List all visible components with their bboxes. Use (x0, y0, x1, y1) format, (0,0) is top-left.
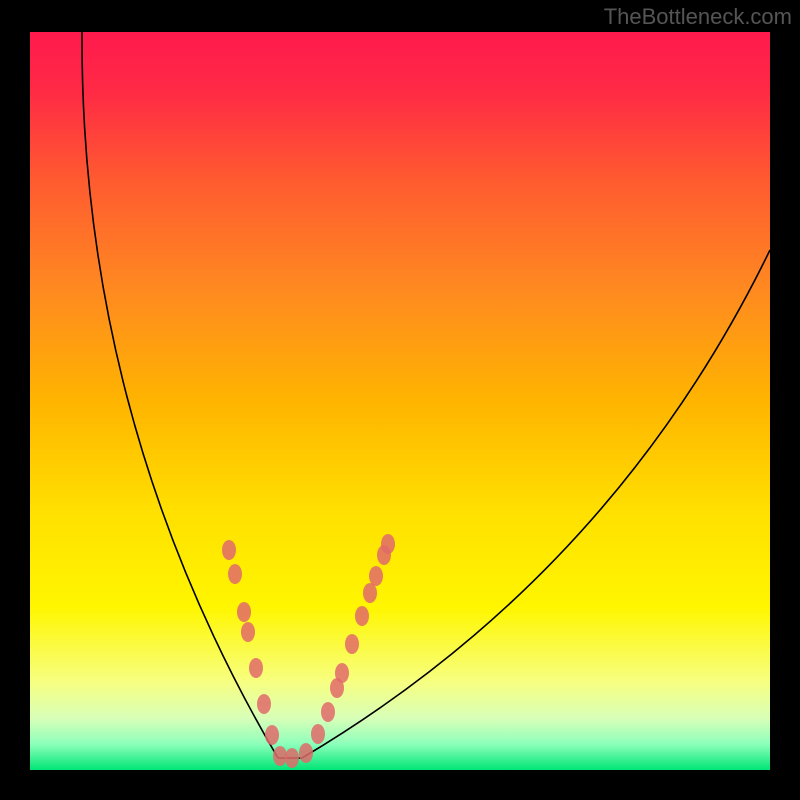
highlight-dot (265, 725, 279, 745)
highlight-dot (369, 566, 383, 586)
highlight-dot (241, 622, 255, 642)
highlight-dot (222, 540, 236, 560)
plot-background (30, 32, 770, 770)
highlight-dot (363, 583, 377, 603)
highlight-dot (299, 743, 313, 763)
highlight-dot (321, 702, 335, 722)
bottleneck-chart: TheBottleneck.com (0, 0, 800, 800)
highlight-dot (335, 663, 349, 683)
highlight-dot (237, 602, 251, 622)
highlight-dot (345, 634, 359, 654)
highlight-dot (273, 746, 287, 766)
watermark-text: TheBottleneck.com (604, 4, 792, 29)
highlight-dot (311, 724, 325, 744)
highlight-dot (249, 658, 263, 678)
highlight-dot (355, 606, 369, 626)
highlight-dot (381, 534, 395, 554)
highlight-dot (285, 748, 299, 768)
highlight-dot (228, 564, 242, 584)
highlight-dot (257, 694, 271, 714)
